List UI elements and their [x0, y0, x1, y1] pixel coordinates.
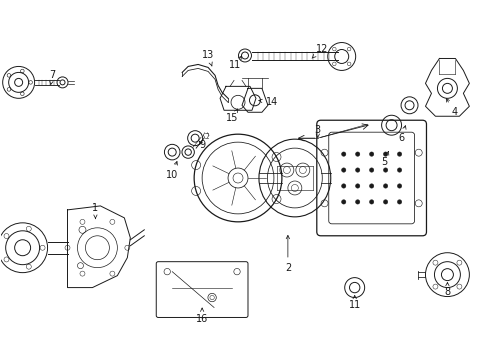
Text: 8: 8	[444, 283, 449, 297]
Circle shape	[355, 152, 359, 156]
Circle shape	[383, 200, 387, 204]
Circle shape	[397, 152, 401, 156]
Text: 2: 2	[284, 235, 290, 273]
Circle shape	[355, 200, 359, 204]
Circle shape	[397, 184, 401, 188]
Text: 5: 5	[381, 152, 388, 167]
Circle shape	[341, 184, 345, 188]
Text: 15: 15	[225, 109, 238, 123]
Circle shape	[369, 200, 373, 204]
Text: 9: 9	[199, 140, 205, 150]
Text: 1: 1	[92, 203, 98, 219]
Text: 6: 6	[398, 126, 405, 143]
Circle shape	[355, 184, 359, 188]
Circle shape	[397, 168, 401, 172]
Text: 10: 10	[166, 162, 178, 180]
Circle shape	[369, 152, 373, 156]
Circle shape	[369, 184, 373, 188]
Circle shape	[341, 168, 345, 172]
Text: 12: 12	[311, 44, 327, 58]
Circle shape	[341, 152, 345, 156]
Text: 16: 16	[196, 308, 208, 324]
Text: 4: 4	[446, 98, 457, 117]
Text: 11: 11	[228, 56, 241, 71]
Circle shape	[341, 200, 345, 204]
Circle shape	[383, 184, 387, 188]
Text: 3: 3	[314, 125, 320, 138]
Text: 13: 13	[202, 50, 214, 66]
Circle shape	[383, 152, 387, 156]
Circle shape	[383, 168, 387, 172]
Circle shape	[397, 200, 401, 204]
Text: 14: 14	[258, 97, 278, 107]
Text: 11: 11	[348, 296, 360, 310]
Text: 7: 7	[49, 71, 56, 85]
Circle shape	[355, 168, 359, 172]
Circle shape	[369, 168, 373, 172]
